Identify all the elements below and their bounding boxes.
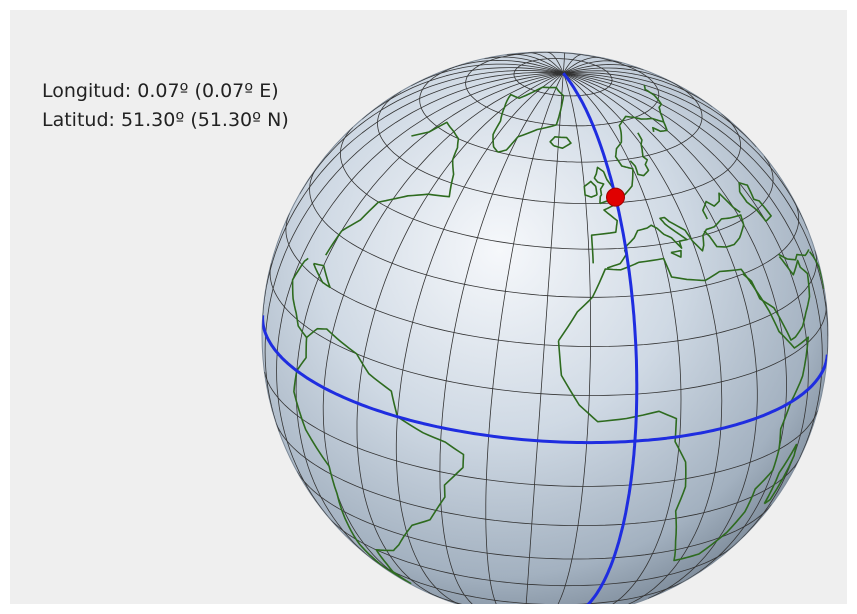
selected-meridian-line [562,72,639,604]
coastline [808,251,825,290]
highlight-lines [262,72,828,604]
meridian-line [563,72,758,599]
parallel-line [371,558,686,604]
meridian-line [546,52,564,74]
coordinate-readout: Longitud: 0.07º (0.07º E) Latitud: 51.30… [42,77,289,135]
meridian-line [563,72,723,604]
coastline [325,121,460,256]
coastline [590,115,668,264]
meridian-line [563,72,809,546]
meridian-line [356,72,564,599]
coastline [291,257,309,338]
meridian-line [563,72,828,355]
meridian-line [299,70,564,195]
meridian-line [563,67,678,86]
parallel-line [340,127,774,250]
coastline [778,249,810,261]
coastline [549,136,572,149]
coastline [606,214,745,269]
parallel-line [275,423,800,526]
parallel-line [377,91,741,204]
parallel-line [327,516,735,587]
meridian-line [562,52,566,74]
parallel-line [264,371,818,487]
globe-canvas-area[interactable]: Longitud: 0.07º (0.07º E) Latitud: 51.30… [10,10,847,604]
meridian-line [563,72,823,469]
coastline [583,180,598,198]
coastline [763,443,798,505]
coastline [702,192,741,220]
parallel-line [428,592,625,604]
meridian-line [264,72,564,433]
meridian-line [322,72,564,582]
meridian-line [448,60,564,74]
equator-line [262,315,828,445]
coastline [750,255,811,341]
coastline [629,132,650,177]
meridian-line [395,72,564,604]
globe-view[interactable] [10,10,847,604]
meridian-line [563,72,808,230]
meridian-line [563,64,644,74]
parallel-line [419,64,703,163]
parallel-line [285,213,817,347]
coastline [643,84,665,123]
latitude-readout: Latitud: 51.30º (51.30º N) [42,109,289,131]
coastline [738,182,772,222]
longitude-readout: Longitud: 0.07º (0.07º E) [42,80,279,102]
meridian-line [563,57,601,74]
coastline [312,262,331,289]
meridian-line [484,56,564,74]
meridian-line [411,63,564,87]
meridian-line [562,54,584,74]
coastline [557,257,809,562]
coastline [742,273,753,285]
meridian-line [262,72,564,316]
selected-location-marker[interactable] [606,187,625,207]
coastline [670,249,682,258]
meridian-line [276,72,564,517]
coastline [293,327,465,585]
meridian-line [563,70,713,108]
coastlines [291,84,825,585]
coastline [492,86,565,153]
meridian-line [528,52,564,74]
meridian-line [563,72,682,604]
